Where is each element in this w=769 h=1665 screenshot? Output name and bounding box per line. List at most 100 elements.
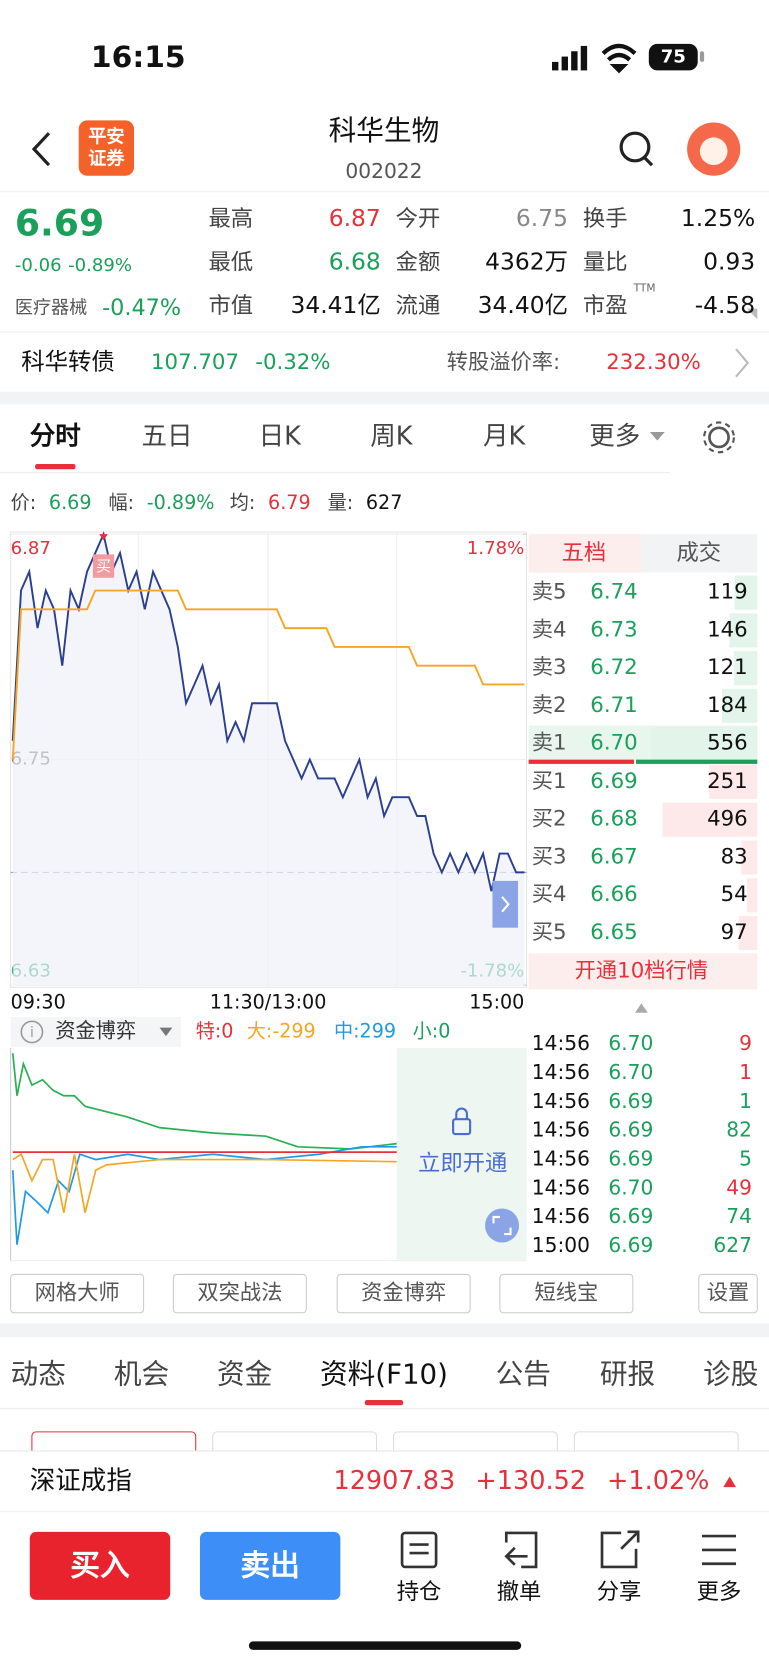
bond-name: 科华转债	[21, 347, 115, 375]
chevron[interactable]	[735, 348, 750, 378]
trade-price: 6.69	[608, 1118, 653, 1142]
volume-bar	[738, 915, 758, 951]
trade-volume: 1	[739, 1089, 752, 1113]
section-tab[interactable]: 资金	[217, 1357, 272, 1390]
premium-label: 转股溢价率:	[447, 350, 561, 375]
ob-label: 买1	[532, 769, 567, 794]
ob-tab: 成交	[676, 540, 721, 566]
ob-volume: 556	[707, 731, 748, 756]
back-button[interactable]	[31, 132, 51, 167]
trade-time: 15:00	[532, 1233, 590, 1257]
chart-tab[interactable]: 五日	[141, 421, 192, 451]
expand-icon	[492, 1215, 512, 1236]
logo-text: 平安	[88, 125, 124, 147]
price-area	[12, 534, 525, 986]
tool-button[interactable]	[698, 1273, 758, 1314]
collapse-arrow	[634, 1003, 648, 1013]
index-value: 12907.83	[333, 1466, 455, 1496]
ob-volume: 97	[721, 920, 748, 945]
trade-time: 14:56	[532, 1146, 590, 1170]
action-label: 更多	[697, 1579, 742, 1605]
x-tick-label: 15:00	[469, 991, 524, 1014]
fund-item: 特:0	[196, 1019, 234, 1042]
volume-bar	[650, 726, 758, 761]
info-label: 价:	[11, 491, 37, 514]
trade-price: 6.69	[608, 1204, 653, 1228]
premium: 232.30%	[606, 350, 701, 375]
ob-price: 6.73	[590, 617, 637, 642]
icon-share[interactable]	[600, 1530, 640, 1569]
separator	[0, 1323, 769, 1338]
avatar-face	[699, 137, 728, 166]
tool-label: 设置	[707, 1281, 750, 1306]
buy-marker-text: 买	[96, 557, 111, 575]
ob-tab-bg	[641, 534, 758, 573]
info-icon	[20, 1020, 44, 1044]
index-change: +130.52	[475, 1466, 586, 1496]
fund-title: 资金博弈	[55, 1018, 136, 1042]
tool-label: 双突战法	[197, 1281, 282, 1306]
volume-bar	[709, 764, 758, 799]
tool-button[interactable]	[10, 1273, 145, 1314]
ob-split	[528, 759, 634, 764]
stat-value: 4362万	[485, 247, 568, 275]
chart-tab[interactable]: 更多	[589, 421, 640, 451]
tool-button[interactable]	[336, 1273, 471, 1314]
section-tab[interactable]: 诊股	[703, 1357, 758, 1390]
tool-label: 资金博弈	[361, 1281, 446, 1306]
stat-value: 6.87	[329, 204, 381, 232]
volume-bar	[741, 840, 758, 875]
section-tab[interactable]: 资料(F10)	[320, 1357, 448, 1390]
side-handle[interactable]	[492, 880, 518, 928]
x-tick-label: 09:30	[11, 991, 66, 1014]
section-tab[interactable]: 机会	[114, 1357, 169, 1390]
icon-more[interactable]	[701, 1534, 737, 1566]
trade-time: 14:56	[532, 1204, 590, 1228]
expand-button[interactable]	[485, 1208, 520, 1243]
upgrade-bg[interactable]	[528, 953, 758, 990]
ob-price: 6.68	[590, 807, 637, 832]
chart-tab[interactable]: 月K	[483, 421, 527, 451]
ob-label: 买3	[532, 844, 567, 869]
home-indicator	[248, 1641, 522, 1650]
chart-tab[interactable]: 周K	[370, 421, 414, 451]
stat-value: 6.75	[516, 204, 568, 232]
signal	[552, 61, 559, 71]
sell-button[interactable]	[199, 1531, 341, 1600]
tool-button[interactable]	[172, 1273, 307, 1314]
fund-item: 小:0	[413, 1019, 451, 1042]
icon-holdings[interactable]	[400, 1531, 438, 1569]
buy-button[interactable]	[29, 1531, 171, 1600]
signal	[580, 45, 588, 71]
trade-volume: 1	[739, 1060, 752, 1084]
battery	[648, 43, 698, 71]
battery-level: 75	[661, 47, 686, 68]
ob-price: 6.74	[590, 580, 637, 605]
tool-button[interactable]	[499, 1273, 634, 1314]
corner	[746, 308, 758, 320]
section-tab[interactable]: 动态	[11, 1357, 66, 1390]
settings-icon[interactable]	[708, 426, 730, 449]
wifi	[601, 43, 637, 74]
change: -0.06	[15, 255, 62, 276]
stat-value: 34.41亿	[290, 291, 380, 319]
section-indicator	[364, 1399, 404, 1406]
info-label: 幅:	[108, 491, 134, 514]
tool-label: 网格大师	[35, 1281, 120, 1306]
info-label: 均:	[230, 491, 256, 514]
chart-tab[interactable]: 分时	[30, 421, 81, 451]
icon-cancel[interactable]	[504, 1531, 538, 1569]
chart-tab[interactable]: 日K	[259, 421, 303, 451]
section-tab[interactable]: 研报	[600, 1357, 655, 1390]
ob-tab-bg	[528, 534, 642, 573]
trade-price: 6.69	[608, 1089, 653, 1113]
icon-holdings	[409, 1543, 429, 1555]
ob-volume: 83	[721, 844, 748, 869]
info-value: 6.79	[268, 491, 311, 514]
search-icon[interactable]	[619, 131, 651, 163]
section-tab[interactable]: 公告	[496, 1357, 551, 1390]
trade-time: 14:56	[532, 1118, 590, 1142]
tool-label: 短线宝	[534, 1281, 598, 1306]
search-icon	[643, 156, 654, 167]
